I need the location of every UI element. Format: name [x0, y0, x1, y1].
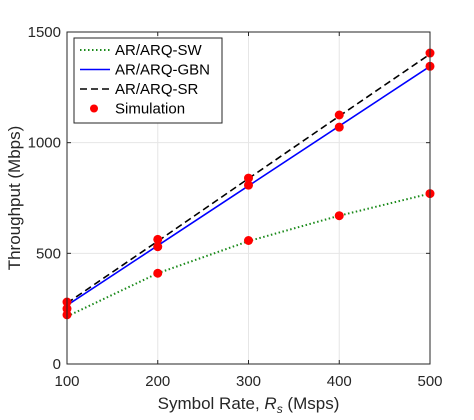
legend-marker	[90, 104, 98, 113]
x-tick-label: 100	[54, 373, 79, 390]
legend-item: AR/ARQ-SR	[80, 81, 199, 98]
simulation-point	[153, 234, 163, 244]
x-tick-label: 400	[327, 373, 352, 390]
y-axis-title: Throughput (Mbps)	[5, 126, 24, 271]
axis-ticks: 100 200 300 400 500 0 500 1000 1500	[28, 24, 443, 390]
legend-label: Simulation	[115, 101, 185, 118]
simulation-point	[244, 180, 253, 190]
legend-item: AR/ARQ-GBN	[80, 62, 210, 79]
legend-box	[73, 37, 223, 124]
legend: AR/ARQ-SW AR/ARQ-GBN AR/ARQ-SR Simulation	[73, 37, 223, 124]
y-tick-label: 1000	[28, 135, 61, 152]
legend-label: AR/ARQ-GBN	[115, 62, 210, 79]
y-tick-label: 500	[36, 245, 61, 262]
simulation-point	[334, 110, 344, 120]
x-tick-label: 200	[145, 373, 170, 390]
legend-label: AR/ARQ-SR	[115, 81, 199, 98]
simulation-point	[244, 235, 253, 245]
legend-item: Simulation	[90, 101, 185, 118]
simulation-point	[244, 173, 253, 183]
x-axis-title: Symbol Rate, Rs (Msps)	[158, 394, 340, 416]
y-tick-label: 1500	[28, 24, 61, 41]
y-tick-label: 0	[53, 356, 61, 373]
simulation-point	[153, 268, 163, 278]
legend-item: AR/ARQ-SW	[80, 42, 203, 59]
simulation-point	[334, 211, 344, 221]
x-tick-label: 500	[417, 373, 442, 390]
x-tick-label: 300	[236, 373, 261, 390]
simulation-point	[334, 122, 344, 132]
simulation-point	[153, 242, 163, 252]
legend-label: AR/ARQ-SW	[115, 42, 203, 59]
